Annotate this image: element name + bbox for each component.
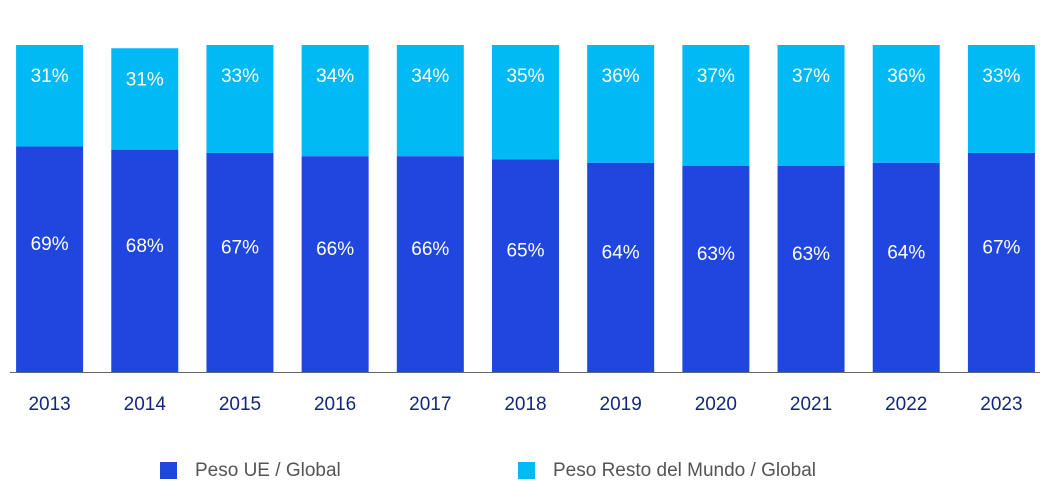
x-tick-label: 2018	[504, 394, 546, 415]
x-tick-label: 2023	[980, 394, 1022, 415]
bar-segment	[587, 45, 655, 163]
legend-label: Peso UE / Global	[195, 460, 341, 481]
bar-segment	[206, 45, 274, 153]
x-tick-label: 2022	[885, 394, 927, 415]
data-label: 33%	[221, 66, 259, 87]
x-tick-label: 2016	[314, 394, 356, 415]
bar-segment	[16, 146, 84, 372]
x-tick-label: 2021	[790, 394, 832, 415]
data-label: 66%	[316, 239, 354, 260]
data-label: 64%	[887, 242, 925, 263]
legend-swatch	[160, 462, 177, 479]
data-label: 35%	[506, 66, 544, 87]
data-label: 65%	[506, 241, 544, 262]
bar-segment	[872, 162, 940, 372]
bar-segment	[16, 45, 84, 147]
data-label: 36%	[602, 66, 640, 87]
bar-segment	[301, 156, 369, 372]
bar-segment	[301, 45, 369, 157]
data-label: 66%	[411, 239, 449, 260]
data-label: 31%	[126, 69, 164, 90]
bar-segment	[682, 45, 750, 166]
bar-segment	[492, 159, 559, 372]
bar-segment	[967, 45, 1035, 153]
bar-segment	[111, 149, 179, 372]
x-tick-label: 2013	[28, 394, 70, 415]
data-label: 36%	[887, 66, 925, 87]
data-label: 69%	[31, 234, 69, 255]
data-label: 37%	[697, 66, 735, 87]
x-tick-label: 2015	[219, 394, 261, 415]
data-label: 37%	[792, 66, 830, 87]
legend-label: Peso Resto del Mundo / Global	[553, 460, 816, 481]
bar-segment	[682, 165, 750, 372]
bar-segment	[206, 152, 274, 372]
x-tick-label: 2014	[124, 394, 167, 415]
bar-segment	[967, 152, 1035, 372]
data-label: 33%	[982, 66, 1020, 87]
bar-segment	[777, 45, 845, 166]
data-label: 64%	[602, 242, 640, 263]
x-tick-label: 2019	[600, 394, 642, 415]
legend-swatch	[518, 462, 535, 479]
data-label: 68%	[126, 236, 164, 257]
bar-segment	[492, 45, 559, 160]
data-label: 31%	[31, 66, 69, 87]
x-tick-label: 2020	[695, 394, 737, 415]
bar-segment	[777, 165, 845, 372]
data-label: 34%	[316, 66, 354, 87]
data-label: 63%	[697, 244, 735, 265]
data-label: 67%	[982, 237, 1020, 258]
x-tick-label: 2017	[409, 394, 451, 415]
bar-segment	[587, 162, 655, 372]
bar-segment	[396, 45, 464, 157]
data-label: 63%	[792, 244, 830, 265]
bar-segment	[396, 156, 464, 372]
data-label: 67%	[221, 237, 259, 258]
bar-segment	[872, 45, 940, 163]
data-label: 34%	[411, 66, 449, 87]
bar-segment	[111, 48, 179, 150]
